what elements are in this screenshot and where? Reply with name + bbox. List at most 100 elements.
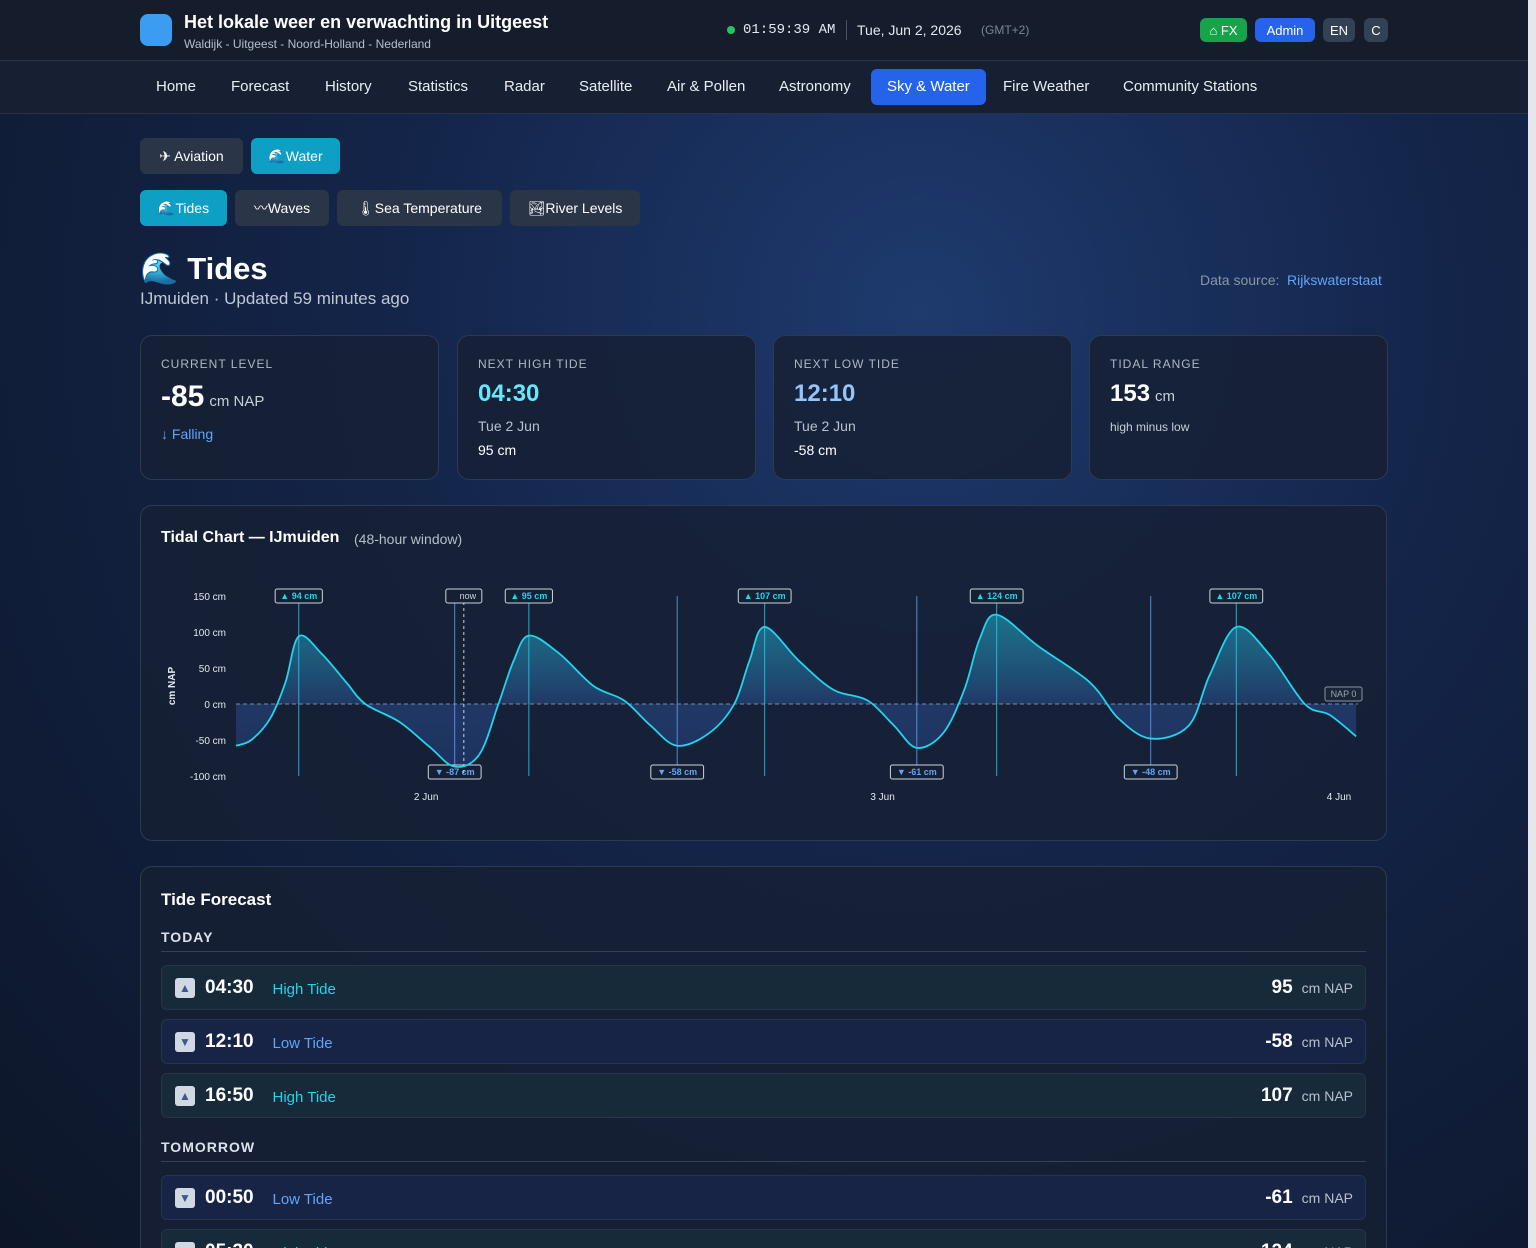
nav-bar	[0, 61, 1528, 114]
stat-card: NEXT LOW TIDE 12:10 Tue 2 Jun -58 cm	[773, 335, 1072, 480]
header-button[interactable]: Admin	[1255, 18, 1315, 42]
nav-item[interactable]: Air & Pollen	[667, 78, 746, 95]
y-tick-label: 100 cm	[193, 628, 226, 639]
tide-type: High Tide	[272, 1089, 336, 1106]
header-button[interactable]: EN	[1323, 18, 1355, 42]
page-subtitle: IJmuiden · Updated 59 minutes ago	[140, 289, 410, 308]
y-tick-label: 50 cm	[199, 664, 226, 675]
tide-icon: ▲	[175, 978, 195, 998]
extreme-label: ▲ 124 cm	[976, 591, 1018, 601]
tide-type: High Tide	[273, 1245, 336, 1248]
x-tick-label: 2 Jun	[414, 792, 438, 803]
site-title: Het lokale weer en verwachting in Uitgee…	[184, 12, 549, 32]
card-level: -58 cm	[794, 442, 837, 458]
site-subtitle: Waldijk - Uitgeest - Noord-Holland - Ned…	[184, 37, 431, 51]
card-date: Tue 2 Jun	[478, 418, 540, 434]
chart-card: Tidal Chart — IJmuiden (48-hour window) 15…	[140, 505, 1387, 841]
card-date: Tue 2 Jun	[794, 418, 856, 434]
tide-type: High Tide	[272, 981, 336, 998]
tide-unit: cm NAP	[1301, 980, 1353, 996]
timezone: (GMT+2)	[981, 23, 1030, 37]
tide-type: Low Tide	[272, 1191, 333, 1208]
stat-card: TIDAL RANGE 153 cm high minus low	[1089, 335, 1388, 480]
subtab[interactable]: 〰Waves	[235, 190, 329, 226]
tide-value-wrap: -58 cm NAP	[1265, 1031, 1353, 1053]
tide-value: -61	[1265, 1187, 1293, 1208]
y-tick-label: 0 cm	[204, 700, 226, 711]
subtab[interactable]: 🌡Sea Temperature	[337, 190, 502, 226]
tide-value: 95	[1271, 977, 1293, 998]
now-label: now	[460, 591, 477, 601]
tide-row: ▲ 05:30 High Tide 124 cm NAP	[161, 1229, 1366, 1248]
card-note: high minus low	[1110, 420, 1190, 434]
card-level: 95 cm	[478, 442, 517, 458]
card-note: ↓ Falling	[161, 426, 214, 442]
tide-icon: ▲	[175, 1086, 195, 1106]
tide-time: 12:10	[205, 1031, 254, 1052]
extreme-label: ▲ 107 cm	[1215, 591, 1257, 601]
header-button[interactable]: ⌂ FX	[1200, 18, 1247, 42]
nav-item[interactable]: Sky & Water	[871, 69, 986, 105]
card-unit: cm	[1155, 388, 1176, 405]
tide-type: Low Tide	[272, 1035, 333, 1052]
tide-value: 124	[1261, 1241, 1293, 1248]
nav-item[interactable]: History	[325, 78, 372, 95]
extreme-box	[650, 764, 705, 780]
scrollbar	[1528, 0, 1536, 1248]
extreme-box	[969, 588, 1024, 604]
nav-item[interactable]: Satellite	[579, 78, 633, 95]
subtab[interactable]: 🌊Tides	[140, 190, 227, 226]
header-button[interactable]: C	[1364, 18, 1388, 42]
chart-title: Tidal Chart — IJmuiden	[161, 529, 340, 546]
extreme-label: ▲ 107 cm	[744, 591, 786, 601]
subtab[interactable]: 🏞River Levels	[510, 190, 640, 226]
y-tick-label: -100 cm	[190, 772, 226, 783]
nav-item[interactable]: Radar	[504, 78, 545, 95]
nav-item[interactable]: Fire Weather	[1003, 78, 1090, 95]
card-value: 04:30	[478, 380, 540, 407]
tide-row: ▼ 00:50 Low Tide -61 cm NAP	[161, 1175, 1366, 1220]
logo	[140, 14, 172, 46]
tide-line	[235, 613, 1357, 768]
tab[interactable]: ✈ Aviation	[140, 138, 243, 174]
extreme-box	[889, 764, 944, 780]
x-tick-label: 4 Jun	[1327, 792, 1351, 803]
card-label: TIDAL RANGE	[1110, 357, 1201, 371]
tide-icon: ▼	[175, 1188, 195, 1208]
tide-value-wrap: 124 cm NAP	[1261, 1241, 1353, 1248]
nav-item[interactable]: Community Stations	[1123, 78, 1258, 95]
extreme-box	[504, 588, 553, 604]
tide-area	[236, 614, 1357, 767]
extreme-label: ▼ -61 cm	[897, 767, 937, 777]
tide-row: ▼ 12:10 Low Tide -58 cm NAP	[161, 1019, 1366, 1064]
nav-item[interactable]: Statistics	[408, 78, 469, 95]
tide-value-wrap: -61 cm NAP	[1265, 1187, 1353, 1209]
tidal-chart: 150 cm 100 cm 50 cm 0 cm -50 cm -100 cm cm NAP…	[167, 588, 1363, 803]
group-label: TOMORROW	[161, 1139, 256, 1155]
nav-item[interactable]: Home	[156, 78, 197, 95]
card-label: NEXT HIGH TIDE	[478, 357, 588, 371]
extreme-box	[737, 588, 792, 604]
y-axis-label: cm NAP	[167, 667, 178, 706]
extreme-box	[1209, 588, 1264, 604]
tide-time: 00:50	[205, 1187, 254, 1208]
y-tick-label: 150 cm	[193, 592, 226, 603]
tide-value-wrap: 107 cm NAP	[1261, 1085, 1353, 1107]
tide-unit: cm NAP	[1302, 1244, 1353, 1248]
chart-subtitle: (48-hour window)	[354, 531, 463, 547]
nav-item[interactable]: Forecast	[231, 78, 290, 95]
tab[interactable]: 🌊Water	[251, 138, 340, 174]
page-title: 🌊 Tides	[140, 251, 268, 286]
tide-row: ▲ 04:30 High Tide 95 cm NAP	[161, 965, 1366, 1010]
extreme-label: ▼ -48 cm	[1131, 767, 1171, 777]
reference-label: NAP 0	[1331, 689, 1357, 699]
tide-icon: ▼	[175, 1032, 195, 1052]
tide-value-wrap: 95 cm NAP	[1272, 977, 1353, 999]
group-divider	[161, 951, 1366, 952]
y-tick-label: -50 cm	[195, 736, 226, 747]
card-unit: cm NAP	[209, 393, 265, 410]
source-link[interactable]: Rijkswaterstaat	[1287, 272, 1382, 288]
tide-time: 04:30	[205, 977, 254, 998]
nav-item[interactable]: Astronomy	[779, 78, 851, 95]
extreme-box	[274, 588, 323, 604]
